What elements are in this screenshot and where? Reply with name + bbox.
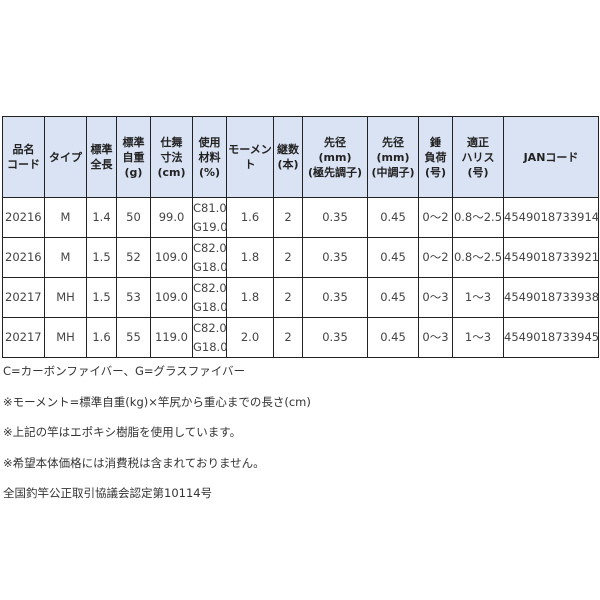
table-cell: 20216 bbox=[2, 237, 45, 278]
table-cell: 20217 bbox=[2, 317, 45, 358]
table-cell: 0〜3 bbox=[418, 317, 453, 358]
table-cell: 99.0 bbox=[150, 197, 193, 238]
table-cell: 20217 bbox=[2, 277, 45, 318]
table-cell: 20216 bbox=[2, 197, 45, 238]
column-header: 先径 (mm) (中調子) bbox=[367, 116, 419, 198]
table-cell: 0.45 bbox=[367, 237, 419, 278]
column-header: 標準 全長 bbox=[86, 116, 117, 198]
table-cell: M bbox=[44, 197, 87, 238]
column-header: 錘 負荷 (号) bbox=[418, 116, 453, 198]
table-cell: 0.45 bbox=[367, 277, 419, 318]
table-cell: 0.35 bbox=[302, 317, 368, 358]
table-cell: 0.35 bbox=[302, 277, 368, 318]
table-cell: 1〜3 bbox=[452, 317, 504, 358]
column-header: 標準 自重 (g) bbox=[116, 116, 151, 198]
table-cell: 2 bbox=[273, 237, 303, 278]
table-cell: 0.8〜2.5 bbox=[452, 237, 504, 278]
table-cell: 2 bbox=[273, 277, 303, 318]
table-cell: 1.5 bbox=[86, 237, 117, 278]
table-row: 20217 MH 1.5 53 109.0 C82.0 G18.0 1.8 2 0.35 0.45… bbox=[2, 277, 599, 318]
table-cell: 119.0 bbox=[150, 317, 193, 358]
table-cell: 1〜3 bbox=[452, 277, 504, 318]
table-cell: C82.0 G18.0 bbox=[192, 237, 228, 278]
spec-table: 品名 コード タイプ 標準 全長 標準 自重 (g) 仕舞 寸法 (cm) 使用 材料 (… bbox=[2, 116, 599, 358]
table-cell: 0.35 bbox=[302, 197, 368, 238]
table-cell: M bbox=[44, 237, 87, 278]
table-cell: 0.8〜2.5 bbox=[452, 197, 504, 238]
table-row: 20217 MH 1.6 55 119.0 C82.0 G18.0 2.0 2 0.35 0.45… bbox=[2, 317, 599, 358]
table-cell: 1.6 bbox=[226, 197, 274, 238]
table-cell: 1.6 bbox=[86, 317, 117, 358]
table-cell: 4549018733914 bbox=[503, 197, 599, 238]
table-cell: 55 bbox=[116, 317, 151, 358]
table-cell: 1.4 bbox=[86, 197, 117, 238]
note-resin: ※上記の竿はエポキシ樹脂を使用しています。 bbox=[3, 425, 242, 439]
table-cell: 4549018733938 bbox=[503, 277, 599, 318]
column-header: 仕舞 寸法 (cm) bbox=[150, 116, 193, 198]
table-cell: 53 bbox=[116, 277, 151, 318]
table-cell: C82.0 G18.0 bbox=[192, 277, 228, 318]
table-cell: 1.8 bbox=[226, 237, 274, 278]
table-cell: 50 bbox=[116, 197, 151, 238]
note-tax: ※希望本体価格には消費税は含まれておりません。 bbox=[3, 455, 265, 470]
table-cell: 2.0 bbox=[226, 317, 274, 358]
table-cell: 0.45 bbox=[367, 197, 419, 238]
table-cell: MH bbox=[44, 277, 87, 318]
table-row: 20216 M 1.5 52 109.0 C82.0 G18.0 1.8 2 0.35 0.45 0… bbox=[2, 237, 599, 278]
column-header: タイプ bbox=[44, 116, 87, 198]
note-certification: 全国釣竿公正取引協議会認定第10114号 bbox=[3, 486, 213, 500]
table-cell: 109.0 bbox=[150, 277, 193, 318]
column-header: 先径 (mm) (極先調子) bbox=[302, 116, 368, 198]
column-header: 継数 (本) bbox=[273, 116, 303, 198]
table-cell: 0〜2 bbox=[418, 237, 453, 278]
table-cell: MH bbox=[44, 317, 87, 358]
table-cell: C81.0 G19.0 bbox=[192, 197, 228, 238]
column-header: 使用 材料 (%) bbox=[192, 116, 227, 198]
column-header: モーメント bbox=[226, 116, 274, 198]
table-cell: 0.35 bbox=[302, 237, 368, 278]
table-cell: C82.0 G18.0 bbox=[192, 317, 228, 358]
table-cell: 2 bbox=[273, 317, 303, 358]
note-material: C=カーボンファイバー、G=グラスファイバー bbox=[3, 364, 246, 378]
notes: C=カーボンファイバー、G=グラスファイバー ※モーメント=標準自重(kg)×竿… bbox=[3, 362, 311, 515]
table-cell: 4549018733921 bbox=[503, 237, 599, 278]
table-row: 20216 M 1.4 50 99.0 C81.0 G19.0 1.6 2 0.35 0.45 0〜… bbox=[2, 197, 599, 238]
header-row: 品名 コード タイプ 標準 全長 標準 自重 (g) 仕舞 寸法 (cm) 使用 材料 (… bbox=[2, 116, 599, 198]
table-cell: 0〜2 bbox=[418, 197, 453, 238]
column-header: JANコード bbox=[503, 116, 599, 198]
column-header: 適正 ハリス (号) bbox=[452, 116, 504, 198]
table-cell: 1.5 bbox=[86, 277, 117, 318]
table-cell: 0.45 bbox=[367, 317, 419, 358]
note-moment: ※モーメント=標準自重(kg)×竿尻から重心までの長さ(cm) bbox=[3, 394, 311, 409]
column-header: 品名 コード bbox=[2, 116, 45, 198]
table-cell: 1.8 bbox=[226, 277, 274, 318]
table-cell: 0〜3 bbox=[418, 277, 453, 318]
table-cell: 52 bbox=[116, 237, 151, 278]
table-cell: 2 bbox=[273, 197, 303, 238]
table-cell: 109.0 bbox=[150, 237, 193, 278]
table-cell: 4549018733945 bbox=[503, 317, 599, 358]
